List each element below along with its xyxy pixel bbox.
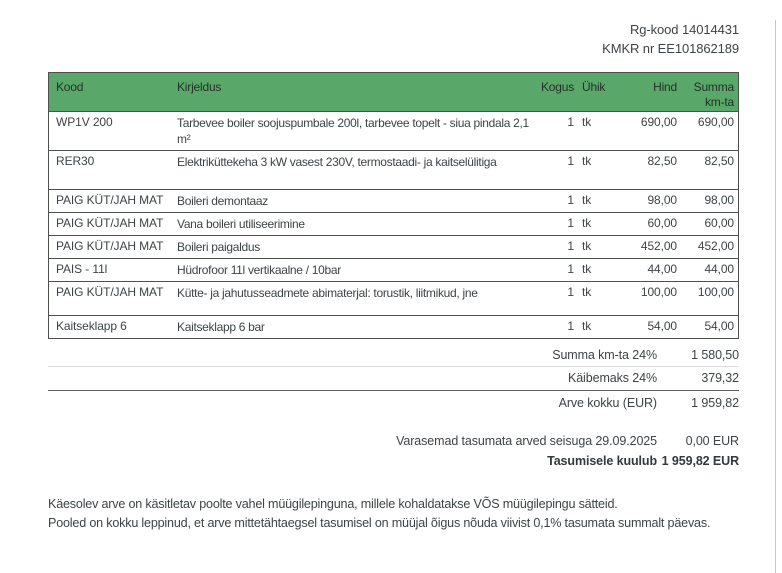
amount-due-label: Tasumisele kuulub [547, 454, 657, 468]
table-row: PAIG KÜT/JAH MAT Boileri demontaaz 1 tk … [49, 190, 738, 213]
table-row: PAIG KÜT/JAH MAT Kütte- ja jahutusseadme… [49, 282, 738, 316]
cell-kirjeldus: Boileri paigaldus [177, 240, 260, 254]
cell-summa: 60,00 [704, 216, 734, 230]
header-hind: Hind [653, 80, 677, 94]
legal-footer: Käesolev arve on käsitletav poolte vahel… [48, 495, 739, 533]
table-row: PAIG KÜT/JAH MAT Boileri paigaldus 1 tk … [49, 236, 738, 259]
summary-divider-dark [48, 390, 739, 391]
cell-uhik: tk [582, 262, 592, 276]
header-kood: Kood [56, 80, 84, 94]
cell-uhik: tk [582, 216, 592, 230]
cell-hind: 98,00 [647, 193, 677, 207]
subtotal-label: Summa km-ta 24% [552, 348, 657, 362]
header-kirjeldus: Kirjeldus [177, 80, 222, 94]
cell-uhik: tk [582, 193, 592, 207]
document-ids: Rg-kood 14014431 KMKR nr EE101862189 [48, 20, 739, 58]
invoice-page: Rg-kood 14014431 KMKR nr EE101862189 Koo… [48, 20, 739, 533]
cell-summa: 98,00 [704, 193, 734, 207]
page-right-edge [775, 20, 776, 573]
cell-uhik: tk [582, 115, 592, 129]
cell-kood: Kaitseklapp 6 [56, 319, 127, 333]
vat-label: Käibemaks 24% [567, 371, 657, 385]
amount-due-value: 1 959,82 EUR [661, 454, 739, 468]
table-row: Kaitseklapp 6 Kaitseklapp 6 bar 1 tk 54,… [49, 316, 738, 338]
table-row: RER30 Elektriküttekeha 3 kW vasest 230V,… [49, 151, 738, 190]
cell-kood: PAIS - 11l [56, 262, 108, 276]
summary-divider-light [48, 366, 739, 367]
cell-summa: 82,50 [704, 154, 734, 168]
cell-kogus: 1 [567, 239, 574, 253]
cell-kogus: 1 [567, 154, 574, 168]
cell-hind: 60,00 [647, 216, 677, 230]
kmkr-number: KMKR nr EE101862189 [602, 41, 739, 56]
cell-kogus: 1 [567, 216, 574, 230]
vat-row: Käibemaks 24% 379,32 [48, 368, 739, 388]
total-row: Arve kokku (EUR) 1 959,82 [48, 393, 740, 413]
header-kogus: Kogus [540, 80, 574, 94]
cell-kirjeldus: Kütte- ja jahutusseadmete abimaterjal: t… [177, 286, 478, 300]
cell-hind: 82,50 [647, 154, 677, 168]
cell-hind: 44,00 [647, 262, 677, 276]
cell-kirjeldus: Boileri demontaaz [177, 194, 268, 208]
subtotal-row: Summa km-ta 24% 1 580,50 [48, 345, 739, 365]
subtotal-value: 1 580,50 [691, 348, 739, 362]
total-value: 1 959,82 [691, 396, 739, 410]
cell-kogus: 1 [567, 193, 574, 207]
cell-kirjeldus: Hüdrofoor 11l vertikaalne / 10bar [177, 263, 341, 277]
cell-summa: 452,00 [697, 239, 734, 253]
header-summa-line1: Summa [693, 80, 735, 94]
cell-uhik: tk [582, 239, 592, 253]
table-header-row: Kood Kirjeldus Kogus Ühik Hind Summa km-… [49, 73, 738, 112]
invoice-table: Kood Kirjeldus Kogus Ühik Hind Summa km-… [48, 72, 739, 339]
rg-kood: Rg-kood 14014431 [630, 22, 739, 37]
cell-kood: PAIG KÜT/JAH MAT [56, 285, 164, 299]
footer-line-1: Käesolev arve on käsitletav poolte vahel… [48, 497, 618, 511]
table-row: PAIS - 11l Hüdrofoor 11l vertikaalne / 1… [49, 259, 738, 282]
cell-summa: 44,00 [704, 262, 734, 276]
total-label: Arve kokku (EUR) [558, 396, 658, 410]
table-row: PAIG KÜT/JAH MAT Vana boileri utiliseeri… [49, 213, 738, 236]
cell-hind: 54,00 [647, 319, 677, 333]
cell-kood: PAIG KÜT/JAH MAT [56, 193, 164, 207]
previous-unpaid-value: 0,00 EUR [685, 434, 740, 448]
cell-uhik: tk [582, 285, 592, 299]
cell-summa: 54,00 [704, 319, 734, 333]
cell-kogus: 1 [567, 319, 574, 333]
totals-section: Summa km-ta 24% 1 580,50 Käibemaks 24% 3… [48, 345, 739, 471]
header-summa: Summa km-ta [677, 80, 740, 110]
cell-kogus: 1 [567, 115, 574, 129]
cell-uhik: tk [582, 154, 592, 168]
cell-kirjeldus: Kaitseklapp 6 bar [177, 320, 265, 334]
cell-hind: 452,00 [640, 239, 677, 253]
cell-summa: 100,00 [697, 285, 734, 299]
cell-kood: RER30 [56, 154, 95, 168]
amount-due-row: Tasumisele kuulub 1 959,82 EUR [48, 451, 739, 471]
cell-hind: 100,00 [640, 285, 677, 299]
footer-line-2: Pooled on kokku leppinud, et arve mittet… [48, 516, 711, 530]
cell-kirjeldus: Elektriküttekeha 3 kW vasest 230V, termo… [177, 155, 497, 169]
previous-unpaid-row: Varasemad tasumata arved seisuga 29.09.2… [48, 431, 739, 451]
vat-value: 379,32 [701, 371, 739, 385]
cell-kirjeldus: Vana boileri utiliseerimine [177, 217, 305, 231]
cell-kood: PAIG KÜT/JAH MAT [56, 239, 164, 253]
cell-hind: 690,00 [640, 115, 677, 129]
cell-kirjeldus: Tarbevee boiler soojuspumbale 200l, tarb… [177, 116, 529, 146]
summary-spacer [48, 413, 739, 431]
cell-summa: 690,00 [697, 115, 734, 129]
cell-kood: PAIG KÜT/JAH MAT [56, 216, 164, 230]
previous-unpaid-label: Varasemad tasumata arved seisuga 29.09.2… [396, 434, 657, 448]
header-uhik: Ühik [582, 80, 606, 94]
cell-kogus: 1 [567, 262, 574, 276]
cell-kogus: 1 [567, 285, 574, 299]
cell-kood: WP1V 200 [56, 115, 113, 129]
cell-uhik: tk [582, 319, 592, 333]
table-row: WP1V 200 Tarbevee boiler soojuspumbale 2… [49, 112, 738, 151]
header-summa-line2: km-ta [704, 95, 734, 109]
